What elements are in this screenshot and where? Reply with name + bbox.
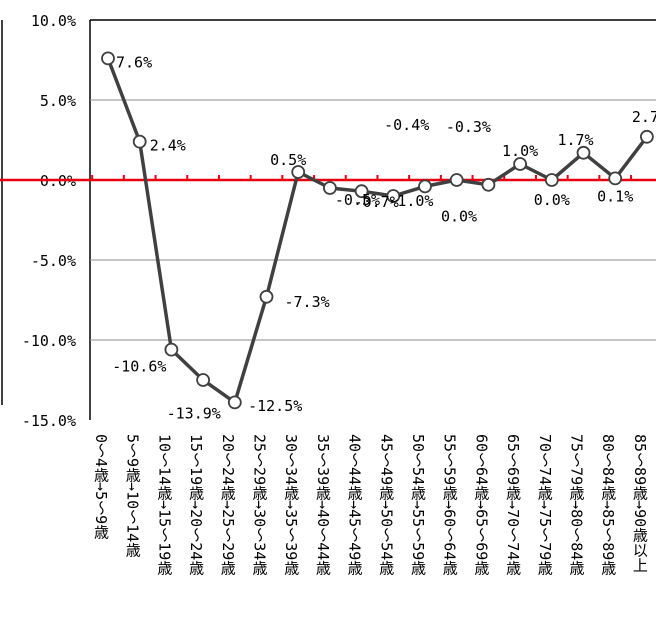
- data-point: [132, 134, 147, 149]
- y-tick-label: -10.0%: [22, 332, 76, 350]
- x-tick-label: 50～54歳→55～59歳: [409, 434, 427, 575]
- y-tick-label: 10.0%: [31, 12, 76, 30]
- y-tick-label: -15.0%: [22, 412, 76, 430]
- x-axis-labels: 0～4歳→5～9歳 5～9歳→10～14歳 10～14歳→15～19歳 15～19歳→…: [92, 434, 649, 575]
- data-label: -0.3%: [446, 118, 491, 136]
- data-point: [101, 51, 115, 66]
- x-tick-label: 60～64歳→65～69歳: [472, 434, 490, 575]
- x-tick-label: 25～29歳→30～34歳: [251, 434, 269, 575]
- x-tick-label: 10～14歳→15～19歳: [155, 434, 173, 575]
- data-label: -0.5%: [335, 191, 380, 209]
- data-label: 1.7%: [557, 131, 593, 149]
- data-point: [608, 171, 623, 186]
- data-labels: 7.6% 2.4% -10.6% -12.5% -13.9% -7.3% 0.5% -0.5%…: [112, 53, 656, 422]
- data-point: [164, 342, 179, 357]
- data-point: [544, 173, 559, 187]
- data-point: [481, 177, 496, 192]
- gridlines: [90, 99, 656, 341]
- y-tick-label: -5.0%: [31, 252, 76, 270]
- data-points: [101, 51, 654, 410]
- data-label: 0.1%: [597, 187, 633, 205]
- x-tick-label: 55～59歳→60～64歳: [441, 434, 459, 575]
- x-tick-label: 0～4歳→5～9歳: [92, 434, 110, 539]
- data-point: [640, 129, 654, 144]
- x-tick-label: 65～69歳→70～74歳: [504, 434, 522, 575]
- x-tick-label: 75～79歳→80～84歳: [568, 434, 586, 575]
- data-point: [418, 179, 432, 194]
- x-tick-label: 5～9歳→10～14歳: [124, 434, 142, 557]
- data-label: 2.7%: [632, 108, 656, 126]
- x-tick-label: 45～49歳→50～54歳: [377, 434, 395, 575]
- data-label: -12.5%: [248, 397, 302, 415]
- x-tick-label: 30～34歳→35～39歳: [282, 434, 300, 575]
- x-tick-label: 20～24歳→25～29歳: [219, 434, 237, 575]
- data-point: [196, 373, 211, 387]
- data-label: -7.3%: [285, 293, 330, 311]
- data-point: [386, 189, 401, 203]
- data-point: [354, 184, 369, 199]
- plot-frame: [1, 19, 656, 420]
- series-line: [106, 57, 649, 405]
- data-label: -10.6%: [112, 358, 166, 376]
- x-tick-label: 80～84歳→85～89歳: [599, 434, 617, 575]
- x-tick-label: 15～19歳→20～24歳: [187, 434, 205, 575]
- x-tick-label: 40～44歳→45～49歳: [346, 434, 364, 575]
- data-point: [576, 145, 591, 160]
- data-point: [513, 157, 527, 171]
- data-label: -13.9%: [167, 404, 221, 422]
- data-label: -0.7%: [354, 193, 399, 211]
- data-point: [449, 173, 464, 187]
- data-point: [291, 165, 306, 179]
- data-point: [322, 181, 337, 195]
- data-label: 2.4%: [150, 137, 186, 155]
- data-label: 0.5%: [270, 151, 306, 169]
- x-tick-label: 35～39歳→40～44歳: [314, 434, 332, 575]
- data-label: 1.0%: [502, 142, 538, 160]
- y-tick-label: 5.0%: [40, 92, 76, 110]
- data-label: 0.0%: [534, 191, 570, 209]
- y-axis-ticks: 10.0%5.0%0.0%-5.0%-10.0%-15.0%: [22, 12, 76, 430]
- data-label: -0.4%: [384, 116, 429, 134]
- data-label: 0.0%: [441, 207, 477, 225]
- data-label: -1.0%: [388, 192, 433, 210]
- data-point: [259, 289, 274, 304]
- x-tick-label: 70～74歳→75～79歳: [536, 434, 554, 575]
- x-tick-label: 85～89歳→90歳以上: [631, 434, 649, 572]
- series-path: [106, 57, 649, 405]
- data-label: 7.6%: [116, 53, 152, 71]
- data-point: [227, 395, 242, 410]
